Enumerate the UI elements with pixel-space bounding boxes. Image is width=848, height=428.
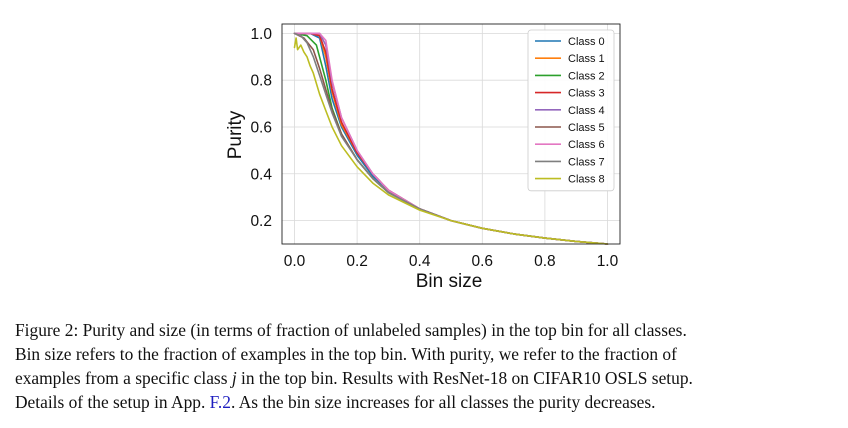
- caption-line-1: Figure 2: Purity and size (in terms of f…: [15, 320, 687, 340]
- caption-line-3: examples from a specific class j in the …: [15, 366, 835, 390]
- x-axis-label: Bin size: [416, 271, 483, 292]
- x-tick-label: 0.2: [346, 253, 368, 270]
- legend: Class 0 Class 1 Class 2 Class 3 Class 4 Class…: [527, 29, 615, 192]
- plot-frame: [281, 23, 621, 245]
- y-tick-label: 1.0: [250, 26, 272, 43]
- x-tick-label: 1.0: [597, 253, 619, 270]
- legend-box: [527, 29, 615, 192]
- axis-ticks: 0.0 0.2 0.4 0.6 0.8 1.0 0.2 0.4 0.6 0.8 1.0: [250, 26, 618, 270]
- y-axis-label: Purity: [225, 110, 246, 159]
- y-tick-label: 0.2: [250, 213, 272, 230]
- legend-label: Class 2: [568, 70, 605, 82]
- series-lines: [293, 32, 609, 245]
- x-tick-label: 0.0: [284, 253, 306, 270]
- caption-line-4: Details of the setup in App. F.2. As the…: [15, 390, 835, 414]
- caption-line-3-rest: in the top bin. Results with ResNet-18 o…: [236, 368, 693, 388]
- legend-label: Class 8: [568, 174, 605, 186]
- legend-label: Class 7: [568, 156, 605, 168]
- x-tick-label: 0.6: [472, 253, 494, 270]
- legend-label: Class 5: [568, 122, 605, 134]
- legend-label: Class 3: [568, 88, 605, 100]
- y-tick-label: 0.4: [250, 166, 272, 183]
- series-line-class-8: [293, 37, 609, 245]
- y-tick-label: 0.6: [250, 119, 272, 136]
- appendix-reference-link[interactable]: F.2: [209, 392, 231, 412]
- caption-class-variable: j: [231, 368, 237, 388]
- legend-label: Class 6: [568, 139, 605, 151]
- caption-line-4-text: Details of the setup in App.: [15, 392, 210, 412]
- caption-line-3-text: examples from a specific class: [15, 368, 232, 388]
- x-tick-label: 0.4: [409, 253, 431, 270]
- caption-line-4-rest: . As the bin size increases for all clas…: [230, 392, 656, 412]
- caption-line-2: Bin size refers to the fraction of examp…: [15, 344, 677, 364]
- legend-label: Class 1: [568, 53, 605, 65]
- figure-caption: Figure 2: Purity and size (in terms of f…: [15, 318, 835, 414]
- legend-label: Class 0: [568, 36, 605, 48]
- y-tick-label: 0.8: [250, 73, 272, 90]
- legend-label: Class 4: [568, 105, 605, 117]
- x-tick-label: 0.8: [534, 253, 556, 270]
- purity-vs-bin-size-chart: 0.0 0.2 0.4 0.6 0.8 1.0 0.2 0.4 0.6 0.8 1.0 Class …: [225, 23, 621, 292]
